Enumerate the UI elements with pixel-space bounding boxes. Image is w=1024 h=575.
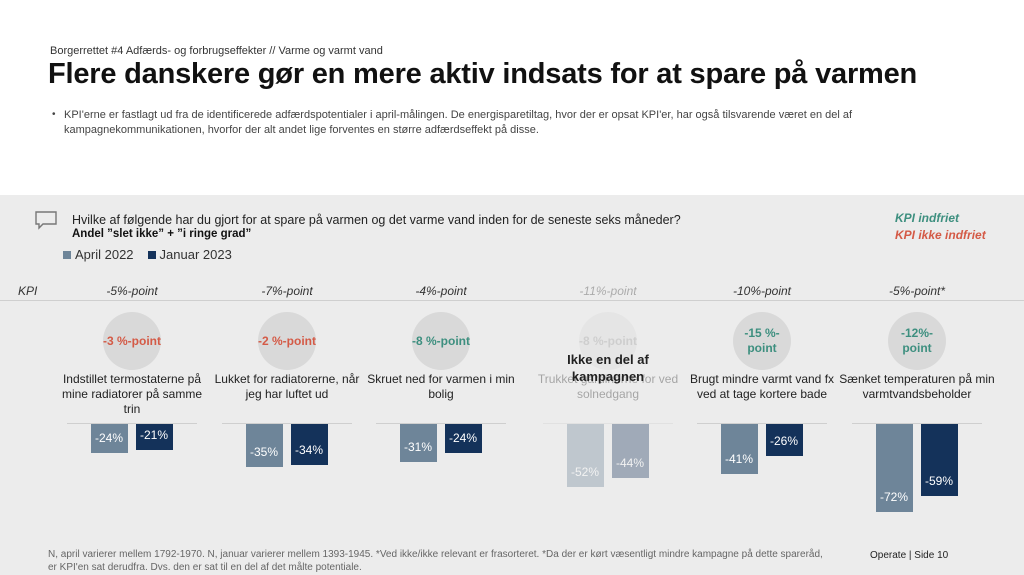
- bar-april: [91, 424, 128, 454]
- bar-value-label: -31%: [403, 439, 432, 454]
- bar-value-label: -52%: [570, 465, 599, 480]
- change-badge: -12%-point: [888, 312, 946, 370]
- baseline: [852, 423, 982, 424]
- bullet-dot: •: [52, 109, 56, 120]
- bar-value-label: -24%: [94, 431, 123, 446]
- bar-januar: [766, 424, 803, 456]
- bar-januar: [136, 424, 173, 450]
- bar-januar: [445, 424, 482, 454]
- bar-value-label: -34%: [294, 443, 323, 458]
- footnote: N, april varierer mellem 1792-1970. N, j…: [48, 549, 823, 573]
- category-label: Indstillet termostaterne på mine radiato…: [61, 372, 203, 416]
- speech-bubble-icon: [35, 211, 57, 230]
- legend-swatch-januar: [147, 250, 156, 259]
- bar-value-label: -26%: [769, 433, 798, 448]
- change-badge: -8 %-point: [412, 312, 470, 370]
- not-in-campaign-note: Ikke en del af kampagnen: [567, 352, 649, 384]
- category-label: Brugt mindre varmt vand fx ved at tage k…: [689, 372, 835, 401]
- bar-value-label: -21%: [139, 427, 168, 442]
- category-label: Lukket for radiatorerne, når jeg har luf…: [214, 372, 360, 401]
- kpi-target: -5%-point*: [888, 284, 946, 298]
- intro-bullet: KPI'erne er fastlagt ud fra de identific…: [64, 109, 853, 136]
- survey-question: Hvilke af følgende har du gjort for at s…: [72, 213, 681, 227]
- bar-value-label: -59%: [924, 473, 953, 488]
- baseline: [697, 423, 827, 424]
- kpi-target: -5%-point: [106, 284, 158, 298]
- brand-page-number: Operate | Side 10: [870, 550, 949, 561]
- kpi-target: -11%-point: [579, 284, 637, 298]
- change-badge: -3 %-point: [103, 312, 161, 370]
- kpi-divider: [0, 300, 1024, 301]
- chart-panel: [0, 195, 1024, 575]
- baseline: [222, 423, 352, 424]
- kpi-ok-label: KPI indfriet: [895, 211, 960, 225]
- legend-label-april: April 2022: [75, 247, 134, 262]
- bar-april: [876, 424, 913, 512]
- bar-value-label: -72%: [879, 489, 908, 504]
- bar-value-label: -41%: [724, 452, 753, 467]
- category-label: Sænket temperaturen på min varmtvandsbeh…: [839, 372, 995, 401]
- change-badge: -2 %-point: [258, 312, 316, 370]
- bar-value-label: -35%: [249, 444, 278, 459]
- kpi-row-label: KPI: [18, 284, 38, 298]
- baseline: [376, 423, 506, 424]
- bar-januar: [291, 424, 328, 466]
- change-badge: -15 %-point: [733, 312, 791, 370]
- page-title: Flere danskere gør en mere aktiv indsats…: [48, 58, 918, 90]
- bar-januar: [612, 424, 649, 478]
- legend: April 2022 Januar 2023: [63, 247, 232, 262]
- legend-swatch-april: [63, 250, 71, 259]
- bar-april: [567, 424, 604, 488]
- kpi-target: -4%-point: [415, 284, 467, 298]
- bar-januar: [921, 424, 958, 496]
- survey-subquestion: Andel ”slet ikke” + ”i ringe grad”: [72, 228, 252, 240]
- baseline: [67, 423, 197, 424]
- change-badge: -8 %-point: [579, 312, 637, 370]
- bar-value-label: -44%: [615, 455, 644, 470]
- bar-april: [246, 424, 283, 467]
- bar-april: [721, 424, 758, 475]
- legend-label-januar: Januar 2023: [159, 247, 232, 262]
- kpi-not-ok-label: KPI ikke indfriet: [895, 228, 986, 242]
- bar-value-label: -24%: [448, 431, 477, 446]
- kpi-target: -10%-point: [732, 284, 792, 298]
- category-label: Trukket gardinerne for ved solnedgang: [537, 372, 679, 401]
- kpi-target: -7%-point: [261, 284, 313, 298]
- category-label: Skruet ned for varmen i min bolig: [367, 372, 515, 401]
- bar-april: [400, 424, 437, 462]
- supertitle: Borgerrettet #4 Adfærds- og forbrugseffe…: [50, 45, 383, 57]
- baseline: [543, 423, 673, 424]
